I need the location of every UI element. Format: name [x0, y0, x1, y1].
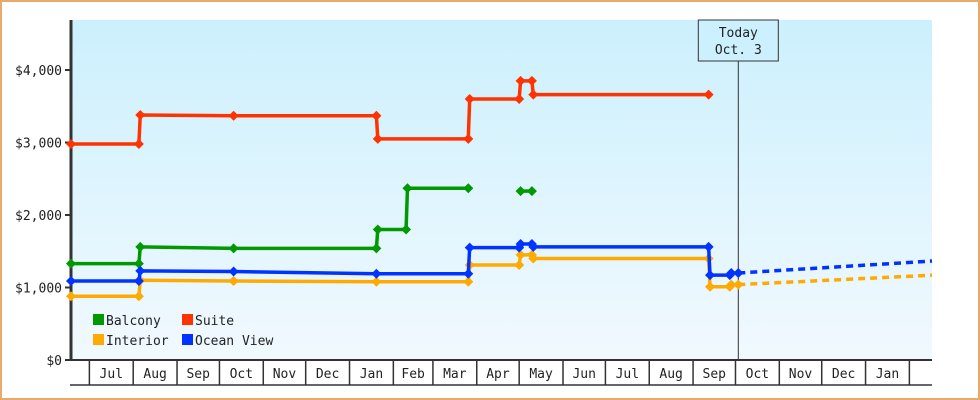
y-tick-label: $4,000	[15, 64, 62, 79]
data-point-suite	[463, 133, 474, 144]
data-point-ocean-view	[228, 266, 239, 277]
data-point-balcony	[66, 258, 76, 269]
data-point-ocean-view	[371, 268, 382, 279]
data-point-ocean-view	[705, 270, 716, 281]
data-point-interior	[515, 249, 526, 260]
data-point-balcony	[133, 258, 144, 269]
data-point-suite	[528, 89, 539, 100]
data-point-suite	[228, 110, 239, 121]
x-tick-label: Sep	[703, 367, 727, 382]
legend-label-interior: Interior	[106, 334, 169, 349]
series-ocean-view	[66, 239, 933, 286]
x-tick-label: Oct	[746, 367, 769, 382]
data-point-ocean-view	[66, 275, 76, 286]
data-point-balcony	[371, 243, 382, 254]
data-point-interior	[463, 276, 474, 287]
today-date: Oct. 3	[715, 43, 762, 58]
x-tick-label: Jun	[572, 367, 595, 382]
data-point-interior	[133, 291, 144, 302]
data-point-interior	[705, 281, 716, 292]
y-tick-label: $0	[46, 354, 62, 369]
data-point-suite	[66, 138, 76, 149]
data-point-ocean-view	[733, 268, 744, 279]
forecast-line-ocean-view	[738, 259, 933, 275]
data-point-interior	[733, 279, 744, 290]
today-label: Today	[719, 26, 758, 41]
series-line-interior	[71, 253, 739, 298]
data-point-balcony	[135, 241, 146, 252]
data-point-suite	[135, 109, 146, 120]
today-marker: Today Oct. 3	[697, 19, 779, 360]
forecast-line-interior	[738, 273, 933, 287]
x-tick-label: Apr	[486, 367, 510, 382]
legend-swatch-suite	[182, 314, 193, 325]
legend-swatch-balcony	[93, 314, 104, 325]
data-point-ocean-view	[726, 268, 737, 279]
x-tick-label: Dec	[316, 367, 339, 382]
y-tick-label: $2,000	[15, 209, 62, 224]
data-point-suite	[514, 94, 525, 105]
y-axis: $0 $1,000 $2,000 $3,000 $4,000	[15, 20, 73, 369]
today-box	[697, 19, 779, 62]
x-tick-label: Oct	[230, 367, 253, 382]
x-tick-label: Sep	[186, 367, 210, 382]
x-tick-label: Jul	[100, 367, 123, 382]
legend-label-balcony: Balcony	[106, 314, 161, 329]
data-point-ocean-view	[135, 265, 146, 276]
x-tick-label: Jan	[876, 367, 899, 382]
legend: Balcony Suite Interior Ocean View	[93, 314, 273, 349]
plot-area	[71, 20, 932, 360]
x-tick-label: Mar	[443, 367, 467, 382]
data-point-ocean-view	[464, 242, 475, 253]
x-tick-label: Aug	[659, 367, 682, 382]
series-interior	[66, 249, 933, 302]
data-point-suite	[703, 89, 714, 100]
data-point-ocean-view	[133, 275, 144, 286]
legend-swatch-interior	[93, 334, 104, 345]
x-tick-label: Dec	[832, 367, 855, 382]
data-point-ocean-view	[463, 268, 474, 279]
data-point-suite	[526, 75, 537, 86]
x-tick-label: Feb	[401, 367, 425, 382]
data-point-interior	[514, 260, 525, 271]
data-point-interior	[66, 291, 76, 302]
data-point-suite	[464, 94, 475, 105]
x-tick-label: Jan	[360, 367, 383, 382]
x-tick-label: Nov	[789, 367, 813, 382]
y-tick-label: $1,000	[15, 282, 62, 297]
data-point-interior	[528, 253, 539, 264]
series-balcony	[66, 183, 537, 269]
data-point-interior	[371, 276, 382, 287]
x-tick-label: Nov	[273, 367, 297, 382]
data-point-interior	[726, 279, 737, 290]
data-point-ocean-view	[515, 239, 526, 250]
data-point-interior	[228, 275, 239, 286]
legend-swatch-ocean-view	[182, 334, 193, 345]
x-tick-label: May	[529, 367, 553, 382]
x-tick-label: Aug	[143, 367, 166, 382]
data-point-balcony	[463, 183, 474, 194]
series-layer	[66, 75, 933, 302]
legend-label-ocean-view: Ocean View	[195, 334, 273, 349]
data-point-balcony	[402, 183, 413, 194]
data-point-balcony	[228, 243, 239, 254]
data-point-suite	[133, 138, 144, 149]
data-point-balcony	[526, 186, 537, 197]
data-point-suite	[371, 110, 382, 121]
data-point-suite	[372, 133, 383, 144]
data-point-suite	[515, 75, 526, 86]
data-point-ocean-view	[528, 241, 539, 252]
legend-label-suite: Suite	[195, 314, 234, 329]
data-point-balcony	[401, 224, 412, 235]
y-tick-label: $3,000	[15, 137, 62, 152]
x-axis: Jul Aug Sep Oct Nov Dec Jan Feb Mar Apr May Jun Jul A…	[70, 359, 932, 386]
data-point-ocean-view	[703, 241, 714, 252]
x-tick-label: Jul	[616, 367, 639, 382]
series-suite	[66, 75, 714, 149]
data-point-balcony	[372, 224, 383, 235]
data-point-balcony	[515, 186, 526, 197]
